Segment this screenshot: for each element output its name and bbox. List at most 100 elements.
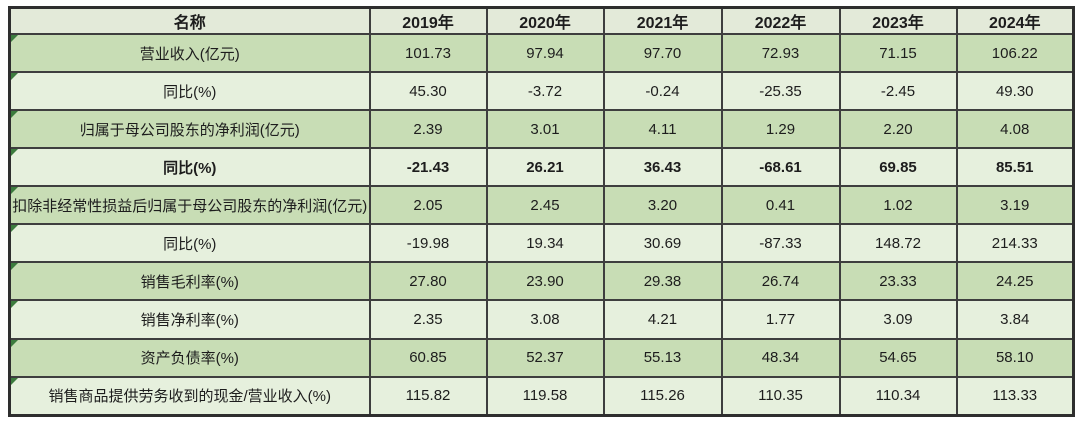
header-cell-name[interactable]: 名称	[8, 6, 371, 35]
value-cell[interactable]: 119.58	[485, 375, 605, 417]
value-cell[interactable]: 4.08	[955, 109, 1075, 150]
table-row-deducted-net-profit: 扣除非经常性损益后归属于母公司股东的净利润(亿元) 2.05 2.45 3.20…	[8, 185, 1075, 226]
value-cell[interactable]: 113.33	[955, 375, 1075, 417]
value-cell[interactable]: 4.11	[602, 109, 723, 150]
value-cell[interactable]: 2.20	[838, 109, 958, 150]
value-cell[interactable]: 97.70	[602, 32, 723, 74]
value-cell[interactable]: -0.24	[602, 71, 723, 112]
value-cell[interactable]: 1.29	[720, 109, 841, 150]
header-cell-year[interactable]: 2019年	[368, 6, 488, 35]
value-cell[interactable]: 2.05	[368, 185, 488, 226]
value-cell[interactable]: -2.45	[838, 71, 958, 112]
row-label: 营业收入(亿元)	[139, 45, 240, 63]
value-cell[interactable]: 23.90	[485, 261, 605, 302]
value-cell[interactable]: 0.41	[720, 185, 841, 226]
value-cell[interactable]: 4.21	[602, 299, 723, 340]
corner-marker-icon	[11, 378, 18, 385]
row-label-cell[interactable]: 营业收入(亿元)	[8, 32, 371, 74]
header-cell-year[interactable]: 2022年	[720, 6, 841, 35]
header-cell-year[interactable]: 2024年	[955, 6, 1075, 35]
value-cell[interactable]: 2.35	[368, 299, 488, 340]
header-row: 名称 2019年 2020年 2021年 2022年 2023年 2024年	[8, 6, 1075, 35]
value-cell[interactable]: 26.74	[720, 261, 841, 302]
row-label: 同比(%)	[163, 159, 217, 177]
value-cell[interactable]: 2.45	[485, 185, 605, 226]
value-cell[interactable]: 3.01	[485, 109, 605, 150]
row-label-cell[interactable]: 同比(%)	[8, 147, 371, 188]
value-cell[interactable]: -21.43	[368, 147, 488, 188]
table-row-net-margin: 销售净利率(%) 2.35 3.08 4.21 1.77 3.09 3.84	[8, 299, 1075, 340]
value-cell[interactable]: 52.37	[485, 337, 605, 378]
header-cell-year[interactable]: 2021年	[602, 6, 723, 35]
value-cell[interactable]: -68.61	[720, 147, 841, 188]
table-row-net-profit-yoy: 同比(%) -21.43 26.21 36.43 -68.61 69.85 85…	[8, 147, 1075, 188]
value-cell[interactable]: -25.35	[720, 71, 841, 112]
table-row-debt-ratio: 资产负债率(%) 60.85 52.37 55.13 48.34 54.65 5…	[8, 337, 1075, 378]
value-cell[interactable]: 55.13	[602, 337, 723, 378]
header-cell-year[interactable]: 2023年	[838, 6, 958, 35]
table-row-cash-to-revenue: 销售商品提供劳务收到的现金/营业收入(%) 115.82 119.58 115.…	[8, 375, 1075, 417]
value-cell[interactable]: 1.77	[720, 299, 841, 340]
row-label-cell[interactable]: 销售商品提供劳务收到的现金/营业收入(%)	[8, 375, 371, 417]
value-cell[interactable]: 115.82	[368, 375, 488, 417]
value-cell[interactable]: 3.08	[485, 299, 605, 340]
row-label: 销售净利率(%)	[140, 311, 239, 329]
financial-metrics-table-wrap: 名称 2019年 2020年 2021年 2022年 2023年 2024年 营…	[8, 6, 1075, 417]
row-label: 同比(%)	[163, 83, 217, 101]
value-cell[interactable]: -87.33	[720, 223, 841, 264]
value-cell[interactable]: 115.26	[602, 375, 723, 417]
value-cell[interactable]: 30.69	[602, 223, 723, 264]
value-cell[interactable]: 24.25	[955, 261, 1075, 302]
row-label-cell[interactable]: 销售毛利率(%)	[8, 261, 371, 302]
value-cell[interactable]: 19.34	[485, 223, 605, 264]
value-cell[interactable]: 214.33	[955, 223, 1075, 264]
corner-marker-icon	[11, 340, 18, 347]
value-cell[interactable]: 45.30	[368, 71, 488, 112]
row-label-cell[interactable]: 归属于母公司股东的净利润(亿元)	[8, 109, 371, 150]
value-cell[interactable]: 49.30	[955, 71, 1075, 112]
table-row-deducted-net-profit-yoy: 同比(%) -19.98 19.34 30.69 -87.33 148.72 2…	[8, 223, 1075, 264]
value-cell[interactable]: 58.10	[955, 337, 1075, 378]
value-cell[interactable]: 97.94	[485, 32, 605, 74]
value-cell[interactable]: 72.93	[720, 32, 841, 74]
corner-marker-icon	[11, 264, 18, 271]
value-cell[interactable]: 48.34	[720, 337, 841, 378]
row-label: 归属于母公司股东的净利润(亿元)	[79, 121, 300, 139]
value-cell[interactable]: 27.80	[368, 261, 488, 302]
value-cell[interactable]: 2.39	[368, 109, 488, 150]
value-cell[interactable]: 1.02	[838, 185, 958, 226]
row-label: 同比(%)	[163, 235, 217, 253]
value-cell[interactable]: 3.09	[838, 299, 958, 340]
header-cell-year[interactable]: 2020年	[485, 6, 605, 35]
row-label-cell[interactable]: 同比(%)	[8, 223, 371, 264]
value-cell[interactable]: 3.19	[955, 185, 1075, 226]
value-cell[interactable]: 110.35	[720, 375, 841, 417]
value-cell[interactable]: 69.85	[838, 147, 958, 188]
corner-marker-icon	[11, 74, 18, 81]
value-cell[interactable]: -19.98	[368, 223, 488, 264]
row-label-cell[interactable]: 扣除非经常性损益后归属于母公司股东的净利润(亿元)	[8, 185, 371, 226]
table-row-revenue: 营业收入(亿元) 101.73 97.94 97.70 72.93 71.15 …	[8, 32, 1075, 74]
corner-marker-icon	[11, 112, 18, 119]
row-label-cell[interactable]: 同比(%)	[8, 71, 371, 112]
table-row-gross-margin: 销售毛利率(%) 27.80 23.90 29.38 26.74 23.33 2…	[8, 261, 1075, 302]
value-cell[interactable]: 23.33	[838, 261, 958, 302]
value-cell[interactable]: 85.51	[955, 147, 1075, 188]
value-cell[interactable]: 36.43	[602, 147, 723, 188]
value-cell[interactable]: 71.15	[838, 32, 958, 74]
value-cell[interactable]: 110.34	[838, 375, 958, 417]
value-cell[interactable]: 26.21	[485, 147, 605, 188]
value-cell[interactable]: 148.72	[838, 223, 958, 264]
row-label-cell[interactable]: 资产负债率(%)	[8, 337, 371, 378]
value-cell[interactable]: -3.72	[485, 71, 605, 112]
value-cell[interactable]: 60.85	[368, 337, 488, 378]
value-cell[interactable]: 29.38	[602, 261, 723, 302]
value-cell[interactable]: 3.20	[602, 185, 723, 226]
value-cell[interactable]: 54.65	[838, 337, 958, 378]
value-cell[interactable]: 101.73	[368, 32, 488, 74]
value-cell[interactable]: 106.22	[955, 32, 1075, 74]
row-label-cell[interactable]: 销售净利率(%)	[8, 299, 371, 340]
row-label: 销售商品提供劳务收到的现金/营业收入(%)	[48, 388, 332, 406]
table-row-revenue-yoy: 同比(%) 45.30 -3.72 -0.24 -25.35 -2.45 49.…	[8, 71, 1075, 112]
value-cell[interactable]: 3.84	[955, 299, 1075, 340]
